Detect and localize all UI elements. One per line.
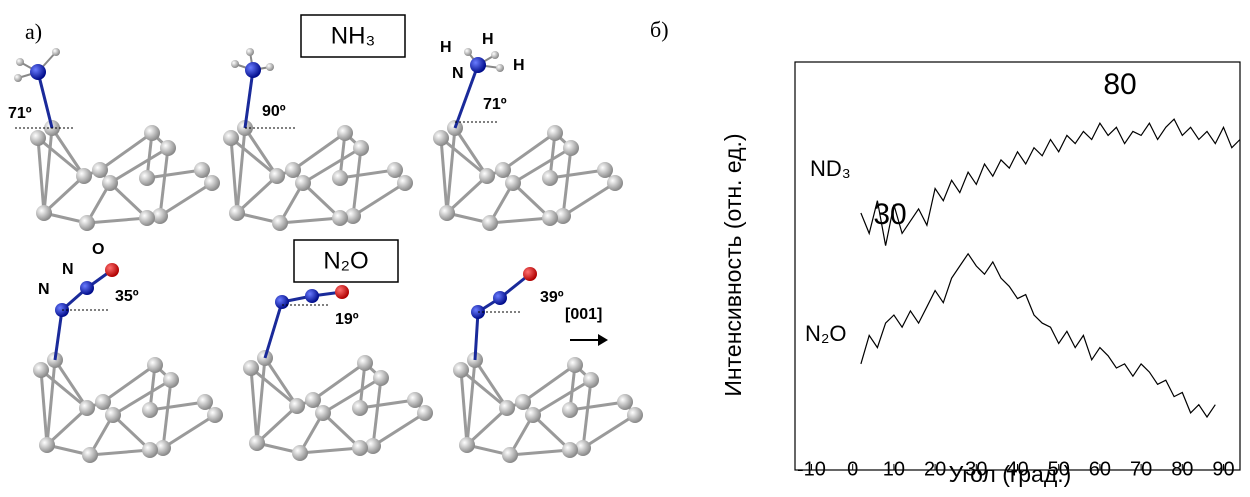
series-line <box>861 254 1215 417</box>
structures <box>14 15 643 463</box>
plot-frame <box>795 62 1240 470</box>
x-tick-label: 20 <box>924 458 946 480</box>
x-tick-label: 40 <box>1006 458 1028 480</box>
panel-label: а) <box>25 19 42 44</box>
angle-label: 90º <box>262 103 286 120</box>
x-tick-label: 70 <box>1130 458 1152 480</box>
atom-label: N <box>452 65 464 82</box>
box-label: N₂O <box>323 247 368 274</box>
angle-label: 39º <box>540 289 564 306</box>
x-tick-label: 30 <box>965 458 987 480</box>
x-tick-label: 90 <box>1212 458 1234 480</box>
angle-label: 19º <box>335 311 359 328</box>
series-label: ND₃ <box>810 156 851 181</box>
series-label: N₂O <box>805 321 847 346</box>
annotation: 80 <box>1103 68 1136 101</box>
x-tick-label: -10 <box>797 458 826 480</box>
atom-label: H <box>482 31 494 48</box>
figure: а) NH₃ N₂O 71º 90º 71º 35º 19º 39º H H N… <box>0 0 1250 492</box>
x-tick-label: 0 <box>847 458 858 480</box>
atom-label: N <box>62 261 74 278</box>
angle-label: 71º <box>483 96 507 113</box>
y-axis-label: Интенсивность (отн. ед.) <box>720 133 746 396</box>
x-tick-label: 10 <box>883 458 905 480</box>
atom-label: O <box>92 241 104 258</box>
panel-label: б) <box>650 17 669 42</box>
direction-label: [001] <box>565 306 602 323</box>
atom-label: H <box>440 39 452 56</box>
x-tick-label: 60 <box>1089 458 1111 480</box>
atom-label: N <box>38 281 50 298</box>
angle-label: 35º <box>115 288 139 305</box>
box-label: NH₃ <box>331 22 375 49</box>
series-line <box>861 119 1240 246</box>
x-tick-label: 80 <box>1171 458 1193 480</box>
atom-label: H <box>513 57 525 74</box>
x-tick-label: 50 <box>1048 458 1070 480</box>
angle-label: 71º <box>8 105 32 122</box>
